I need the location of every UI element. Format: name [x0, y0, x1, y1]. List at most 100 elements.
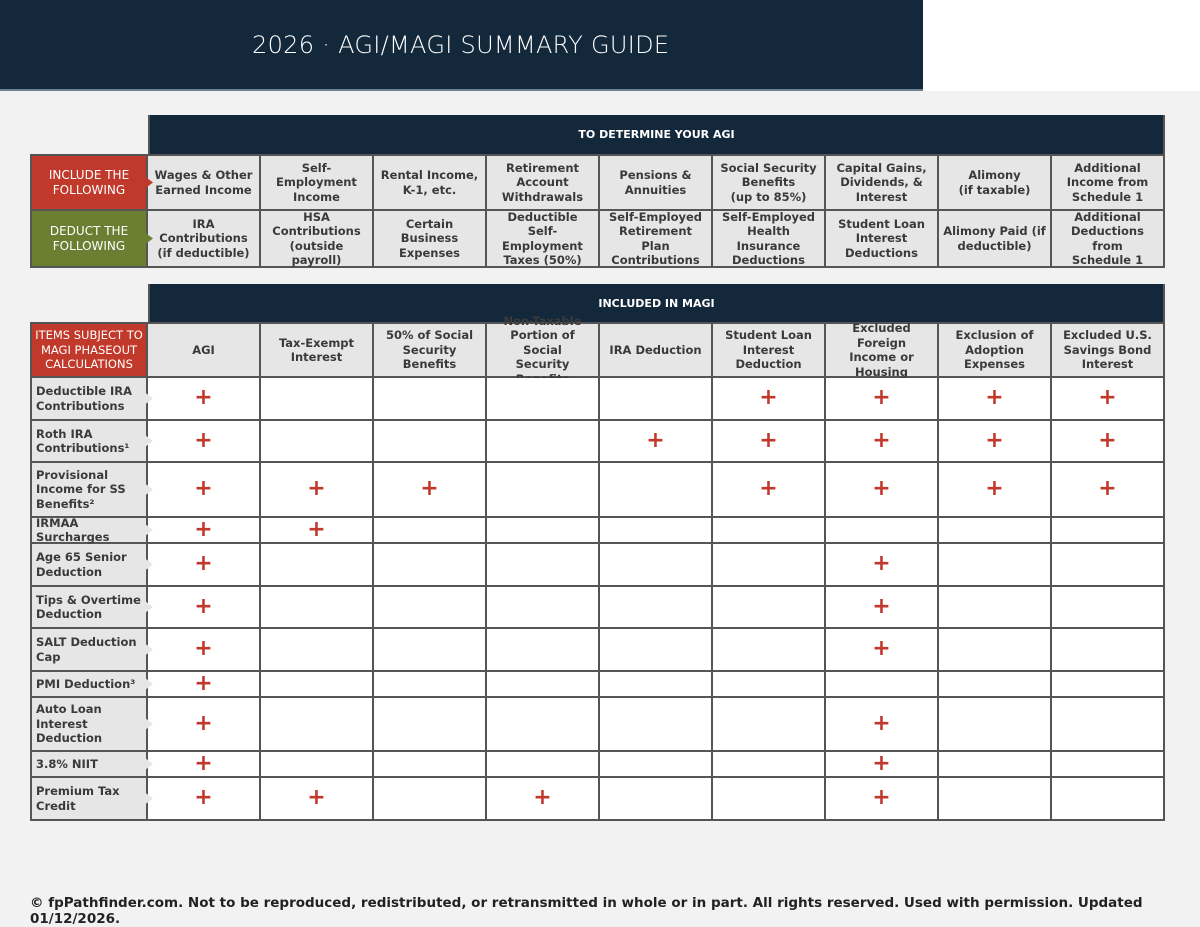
magi-cell	[939, 544, 1052, 587]
magi-cell: +	[148, 587, 261, 629]
plus-icon: +	[759, 476, 778, 502]
magi-cell: +	[261, 778, 374, 821]
magi-cell	[1052, 752, 1165, 778]
magi-corner-label: ITEMS SUBJECT TO MAGI PHASEOUT CALCULATI…	[30, 322, 148, 378]
plus-icon: +	[872, 385, 891, 411]
magi-cell	[713, 672, 826, 698]
magi-cell	[713, 587, 826, 629]
magi-row-label: Premium Tax Credit	[30, 778, 148, 821]
magi-cell: +	[374, 463, 487, 518]
magi-cell	[487, 587, 600, 629]
magi-cell	[487, 629, 600, 672]
magi-cell: +	[487, 778, 600, 821]
magi-column-header: Student Loan Interest Deduction	[713, 322, 826, 378]
magi-cell	[261, 752, 374, 778]
deduct-item: HSA Contributions (outside payroll)	[261, 210, 374, 268]
magi-cell	[600, 378, 713, 421]
plus-icon: +	[533, 785, 552, 811]
magi-cell: +	[148, 544, 261, 587]
magi-cell: +	[148, 752, 261, 778]
plus-icon: +	[985, 427, 1004, 453]
include-item: Additional Income from Schedule 1	[1052, 154, 1165, 211]
magi-cell	[374, 629, 487, 672]
plus-icon: +	[872, 710, 891, 736]
plus-icon: +	[194, 427, 213, 453]
magi-cell	[939, 518, 1052, 544]
magi-cell	[600, 629, 713, 672]
deduct-item: Deductible Self-Employment Taxes (50%)	[487, 210, 600, 268]
deduct-item: Student Loan Interest Deductions	[826, 211, 939, 268]
magi-cell	[600, 463, 713, 518]
magi-cell	[487, 378, 600, 421]
magi-cell: +	[713, 421, 826, 463]
include-item: Rental Income, K-1, etc.	[374, 154, 487, 211]
magi-cell	[939, 629, 1052, 672]
plus-icon: +	[872, 551, 891, 577]
include-item: Pensions & Annuities	[600, 154, 713, 211]
magi-cell: +	[826, 378, 939, 421]
magi-cell	[374, 421, 487, 463]
magi-column-header: Excluded U.S. Savings Bond Interest	[1052, 322, 1165, 378]
deduct-label: DEDUCT THE FOLLOWING	[30, 211, 148, 268]
magi-cell: +	[261, 463, 374, 518]
magi-cell: +	[1052, 378, 1165, 421]
magi-cell	[1052, 518, 1165, 544]
plus-icon: +	[872, 476, 891, 502]
plus-icon: +	[194, 710, 213, 736]
plus-icon: +	[194, 785, 213, 811]
magi-cell: +	[826, 629, 939, 672]
magi-cell: +	[148, 698, 261, 752]
plus-icon: +	[194, 636, 213, 662]
magi-column-header: 50% of Social Security Benefits	[374, 322, 487, 378]
magi-cell	[374, 752, 487, 778]
magi-row-label: SALT Deduction Cap	[30, 629, 148, 672]
magi-cell	[713, 752, 826, 778]
magi-cell: +	[939, 378, 1052, 421]
magi-cell	[261, 629, 374, 672]
magi-cell	[600, 518, 713, 544]
magi-row-label: Provisional Income for SS Benefits²	[30, 463, 148, 518]
magi-cell	[374, 544, 487, 587]
magi-cell: +	[713, 463, 826, 518]
magi-row-label: Roth IRA Contributions¹	[30, 421, 148, 463]
magi-cell	[713, 629, 826, 672]
magi-cell: +	[148, 463, 261, 518]
plus-icon: +	[307, 516, 326, 542]
include-item: Capital Gains, Dividends, & Interest	[826, 154, 939, 211]
magi-cell	[939, 587, 1052, 629]
include-label: INCLUDE THE FOLLOWING	[30, 154, 148, 211]
magi-cell	[600, 698, 713, 752]
magi-cell	[261, 672, 374, 698]
magi-row-label: IRMAA Surcharges	[30, 516, 148, 544]
magi-cell	[487, 463, 600, 518]
deduct-item: Self-Employed Health Insurance Deduction…	[713, 210, 826, 268]
plus-icon: +	[194, 551, 213, 577]
magi-cell	[374, 518, 487, 544]
plus-icon: +	[872, 427, 891, 453]
magi-cell	[487, 544, 600, 587]
magi-row-label: Tips & Overtime Deduction	[30, 587, 148, 629]
magi-cell: +	[939, 421, 1052, 463]
plus-icon: +	[194, 476, 213, 502]
magi-cell	[261, 378, 374, 421]
header-blank-area	[923, 0, 1200, 91]
magi-cell: +	[939, 463, 1052, 518]
include-item: Social Security Benefits (up to 85%)	[713, 154, 826, 211]
magi-cell: +	[826, 463, 939, 518]
include-item: Retirement Account Withdrawals	[487, 154, 600, 211]
magi-cell	[261, 698, 374, 752]
plus-icon: +	[872, 636, 891, 662]
include-item: Self- Employment Income	[261, 154, 374, 211]
magi-cell	[826, 518, 939, 544]
magi-cell	[261, 544, 374, 587]
plus-icon: +	[872, 750, 891, 776]
magi-cell: +	[713, 378, 826, 421]
magi-cell: +	[1052, 421, 1165, 463]
plus-icon: +	[194, 516, 213, 542]
magi-cell	[713, 698, 826, 752]
plus-icon: +	[985, 385, 1004, 411]
magi-cell: +	[148, 629, 261, 672]
deduct-item: Additional Deductions from Schedule 1	[1052, 210, 1165, 268]
page-title: 2026 · AGI/MAGI SUMMARY GUIDE	[252, 31, 670, 59]
plus-icon: +	[759, 427, 778, 453]
